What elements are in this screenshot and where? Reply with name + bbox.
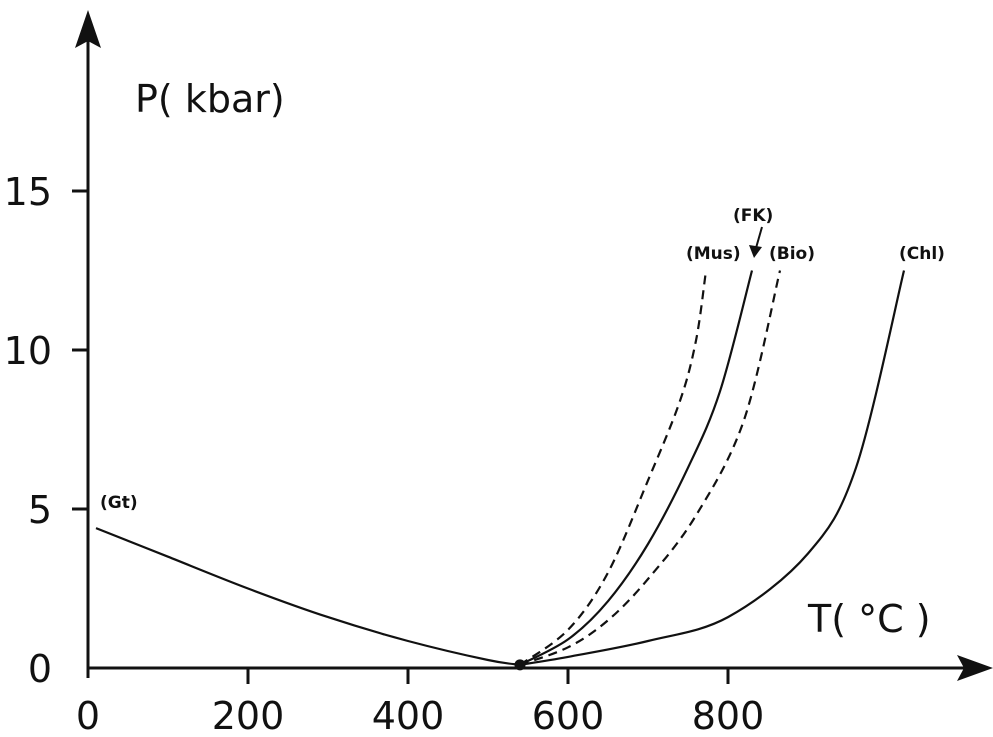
x-axis-title: T( °C ) (807, 597, 931, 641)
series-line-fk (519, 270, 754, 666)
labels-layer: (Gt) (Mus) (FK) (Bio) (Chl) (100, 206, 945, 513)
series-line-bio (519, 270, 782, 666)
y-tick-label: 0 (28, 647, 52, 691)
x-tick-label: 200 (212, 694, 285, 737)
invariant-point (514, 659, 526, 671)
series-layer (95, 270, 906, 671)
x-axis-arrowhead (957, 655, 993, 681)
x-tick-label: 600 (532, 694, 605, 737)
y-axis-title: P( kbar) (135, 77, 285, 121)
series-line-mus (519, 273, 707, 666)
series-label-fk: (FK) (733, 206, 773, 226)
series-label-gt: (Gt) (100, 493, 138, 513)
y-tick-label: 10 (4, 329, 52, 373)
series-line-chl (519, 270, 906, 666)
fk-pointer-line (755, 226, 763, 249)
y-tick-label: 5 (28, 488, 52, 532)
fk-pointer-arrowhead (749, 245, 762, 258)
y-tick-label: 15 (4, 170, 52, 214)
x-tick-label: 0 (76, 694, 100, 737)
axes: 0 200 400 600 800 0 5 10 15 (4, 10, 993, 737)
series-label-bio: (Bio) (769, 244, 815, 264)
series-label-mus: (Mus) (686, 244, 741, 264)
y-axis-arrowhead (75, 10, 101, 48)
series-label-chl: (Chl) (899, 244, 945, 264)
series-line-gt (95, 527, 521, 666)
x-tick-label: 400 (372, 694, 445, 737)
x-tick-label: 800 (692, 694, 765, 737)
